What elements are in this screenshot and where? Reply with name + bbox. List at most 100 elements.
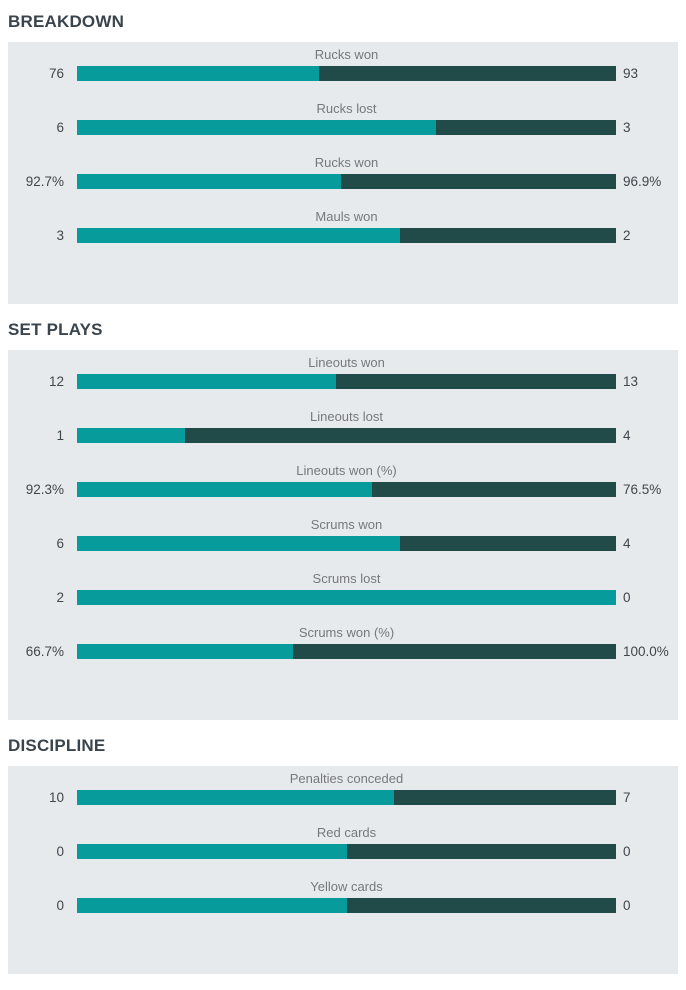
home-bar-segment bbox=[77, 374, 336, 389]
comparison-bar bbox=[77, 120, 616, 135]
away-value: 0 bbox=[623, 590, 631, 605]
away-value: 4 bbox=[623, 536, 631, 551]
home-bar-segment bbox=[77, 228, 401, 243]
home-bar-segment bbox=[77, 66, 320, 81]
home-value: 1 bbox=[56, 428, 64, 443]
away-bar-segment bbox=[371, 482, 616, 497]
away-bar-segment bbox=[319, 66, 616, 81]
home-bar-segment bbox=[77, 428, 185, 443]
stat-row: Mauls won 3 2 bbox=[8, 210, 678, 243]
away-bar-segment bbox=[340, 174, 616, 189]
stat-bar-row: 12 13 bbox=[8, 374, 678, 389]
home-value: 0 bbox=[56, 844, 64, 859]
away-value: 76.5% bbox=[623, 482, 662, 497]
stat-label: Scrums won bbox=[310, 517, 383, 532]
away-value: 96.9% bbox=[623, 174, 662, 189]
home-bar-segment bbox=[77, 120, 437, 135]
away-bar-segment bbox=[394, 790, 616, 805]
comparison-bar bbox=[77, 644, 616, 659]
comparison-bar bbox=[77, 590, 616, 605]
stat-bar-row: 66.7% 100.0% bbox=[8, 644, 678, 659]
home-value: 6 bbox=[56, 120, 64, 135]
home-bar-segment bbox=[77, 590, 616, 605]
stat-label: Rucks won bbox=[314, 47, 379, 62]
stat-bar-row: 92.7% 96.9% bbox=[8, 174, 678, 189]
stat-label: Mauls won bbox=[315, 209, 378, 224]
stat-label: Rucks won bbox=[314, 155, 379, 170]
stat-bar-row: 6 4 bbox=[8, 536, 678, 551]
stat-label: Scrums won (%) bbox=[298, 625, 395, 640]
away-value: 13 bbox=[623, 374, 639, 389]
home-bar-segment bbox=[77, 482, 372, 497]
home-value: 12 bbox=[48, 374, 64, 389]
stats-panel: Rucks won 76 93 Rucks lost 6 3 Rucks won… bbox=[8, 42, 678, 304]
away-value: 100.0% bbox=[623, 644, 669, 659]
stat-label: Lineouts lost bbox=[310, 409, 383, 424]
home-bar-segment bbox=[77, 174, 341, 189]
stat-bar-row: 10 7 bbox=[8, 790, 678, 805]
away-value: 2 bbox=[623, 228, 631, 243]
home-value: 0 bbox=[56, 898, 64, 913]
away-bar-segment bbox=[346, 898, 616, 913]
stat-label: Penalties conceded bbox=[289, 771, 404, 786]
comparison-bar bbox=[77, 482, 616, 497]
match-stats-page: BREAKDOWN Rucks won 76 93 Rucks lost 6 3… bbox=[0, 12, 686, 990]
section-title: SET PLAYS bbox=[8, 320, 103, 339]
stat-section: SET PLAYS Lineouts won 12 13 Lineouts lo… bbox=[8, 320, 678, 720]
away-value: 93 bbox=[623, 66, 639, 81]
away-value: 3 bbox=[623, 120, 631, 135]
home-value: 92.3% bbox=[25, 482, 64, 497]
away-bar-segment bbox=[184, 428, 616, 443]
stats-sections-container: BREAKDOWN Rucks won 76 93 Rucks lost 6 3… bbox=[8, 12, 678, 974]
stats-panel: Lineouts won 12 13 Lineouts lost 1 4 Lin… bbox=[8, 350, 678, 720]
stat-row: Rucks lost 6 3 bbox=[8, 102, 678, 135]
stat-label: Yellow cards bbox=[310, 879, 383, 894]
stats-panel: Penalties conceded 10 7 Red cards 0 0 Ye… bbox=[8, 766, 678, 974]
away-bar-segment bbox=[292, 644, 616, 659]
stat-row: Scrums lost 2 0 bbox=[8, 572, 678, 605]
comparison-bar bbox=[77, 898, 616, 913]
stat-bar-row: 1 4 bbox=[8, 428, 678, 443]
stat-row: Red cards 0 0 bbox=[8, 826, 678, 859]
home-bar-segment bbox=[77, 644, 293, 659]
comparison-bar bbox=[77, 536, 616, 551]
comparison-bar bbox=[77, 228, 616, 243]
section-title: DISCIPLINE bbox=[8, 736, 106, 755]
stat-row: Scrums won 6 4 bbox=[8, 518, 678, 551]
comparison-bar bbox=[77, 790, 616, 805]
comparison-bar bbox=[77, 174, 616, 189]
stat-bar-row: 76 93 bbox=[8, 66, 678, 81]
home-value: 92.7% bbox=[25, 174, 64, 189]
away-value: 4 bbox=[623, 428, 631, 443]
home-value: 10 bbox=[48, 790, 64, 805]
stat-label: Lineouts won bbox=[308, 355, 385, 370]
stat-bar-row: 0 0 bbox=[8, 898, 678, 913]
comparison-bar bbox=[77, 66, 616, 81]
away-bar-segment bbox=[346, 844, 616, 859]
away-value: 0 bbox=[623, 898, 631, 913]
stat-row: Penalties conceded 10 7 bbox=[8, 772, 678, 805]
home-value: 3 bbox=[56, 228, 64, 243]
stat-row: Lineouts lost 1 4 bbox=[8, 410, 678, 443]
stat-bar-row: 92.3% 76.5% bbox=[8, 482, 678, 497]
stat-bar-row: 2 0 bbox=[8, 590, 678, 605]
away-value: 0 bbox=[623, 844, 631, 859]
stat-row: Lineouts won 12 13 bbox=[8, 356, 678, 389]
stat-bar-row: 0 0 bbox=[8, 844, 678, 859]
stat-label: Lineouts won (%) bbox=[296, 463, 397, 478]
home-bar-segment bbox=[77, 790, 395, 805]
comparison-bar bbox=[77, 374, 616, 389]
stat-label: Rucks lost bbox=[316, 101, 377, 116]
section-title: BREAKDOWN bbox=[8, 12, 125, 31]
stat-section: BREAKDOWN Rucks won 76 93 Rucks lost 6 3… bbox=[8, 12, 678, 304]
away-bar-segment bbox=[436, 120, 616, 135]
away-value: 7 bbox=[623, 790, 631, 805]
stat-row: Scrums won (%) 66.7% 100.0% bbox=[8, 626, 678, 659]
away-bar-segment bbox=[400, 228, 616, 243]
stat-label: Red cards bbox=[316, 825, 377, 840]
home-value: 6 bbox=[56, 536, 64, 551]
stat-section: DISCIPLINE Penalties conceded 10 7 Red c… bbox=[8, 736, 678, 974]
away-bar-segment bbox=[400, 536, 616, 551]
stat-row: Lineouts won (%) 92.3% 76.5% bbox=[8, 464, 678, 497]
home-bar-segment bbox=[77, 844, 347, 859]
